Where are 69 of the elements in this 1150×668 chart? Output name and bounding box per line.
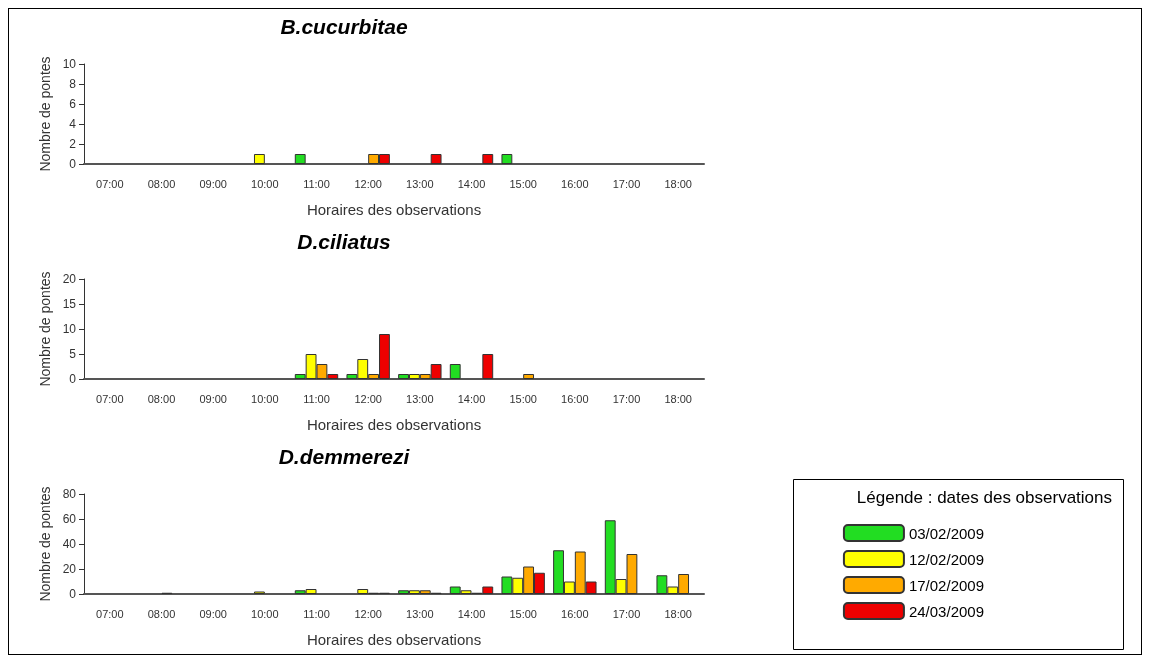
y-tick-label: 20 bbox=[62, 562, 77, 576]
x-tick-label: 15:00 bbox=[509, 607, 537, 620]
x-tick-label: 08:00 bbox=[147, 607, 176, 620]
y-tick-label: 20 bbox=[62, 272, 77, 286]
y-tick-label: 80 bbox=[62, 487, 77, 501]
x-tick-label: 13:00 bbox=[406, 607, 434, 620]
x-tick-label: 07:00 bbox=[96, 392, 124, 405]
y-tick-label: 10 bbox=[62, 57, 77, 71]
x-tick-label: 16:00 bbox=[561, 392, 589, 405]
x-tick-label: 18:00 bbox=[664, 607, 692, 620]
x-tick-label: 07:00 bbox=[96, 177, 124, 190]
x-tick-label: 07:00 bbox=[96, 607, 124, 620]
y-tick-label: 40 bbox=[62, 537, 77, 551]
x-tick-label: 11:00 bbox=[303, 177, 330, 190]
x-tick-label: 08:00 bbox=[147, 392, 176, 405]
x-tick-label: 15:00 bbox=[509, 392, 537, 405]
y-tick-label: 8 bbox=[69, 77, 77, 91]
bar bbox=[523, 374, 535, 379]
y-axis-title: Nombre de pontes bbox=[36, 56, 53, 172]
legend-title: Légende : dates des observations bbox=[856, 488, 1112, 507]
x-tick-label: 17:00 bbox=[612, 607, 641, 620]
x-tick-label: 17:00 bbox=[612, 177, 641, 190]
x-tick-label: 11:00 bbox=[303, 392, 330, 405]
y-tick-label: 4 bbox=[69, 117, 77, 131]
y-tick-label: 5 bbox=[69, 347, 77, 361]
y-tick-label: 2 bbox=[69, 137, 77, 151]
bar bbox=[482, 354, 494, 379]
x-tick-label: 14:00 bbox=[457, 177, 486, 190]
x-tick-label: 16:00 bbox=[561, 607, 589, 620]
y-tick-label: 60 bbox=[62, 512, 77, 526]
x-axis-title: Horaires des observations bbox=[306, 201, 482, 218]
x-tick-label: 10:00 bbox=[251, 607, 279, 620]
y-tick-label: 10 bbox=[62, 322, 77, 336]
x-tick-label: 12:00 bbox=[354, 177, 382, 190]
legend-label: 03/02/2009 bbox=[908, 524, 984, 542]
x-tick-label: 14:00 bbox=[457, 392, 486, 405]
x-tick-label: 11:00 bbox=[303, 607, 330, 620]
chart-title: D.ciliatus bbox=[297, 230, 391, 253]
legend-label: 12/02/2009 bbox=[908, 550, 984, 568]
x-tick-label: 09:00 bbox=[199, 607, 227, 620]
x-tick-label: 18:00 bbox=[664, 392, 692, 405]
chart-title: D.demmerezi bbox=[278, 445, 411, 468]
x-tick-label: 16:00 bbox=[561, 177, 589, 190]
y-tick-label: 0 bbox=[69, 587, 77, 601]
x-tick-label: 09:00 bbox=[199, 392, 227, 405]
y-tick-label: 15 bbox=[62, 297, 77, 311]
x-tick-label: 10:00 bbox=[251, 177, 279, 190]
y-tick-label: 0 bbox=[69, 372, 77, 386]
x-tick-label: 13:00 bbox=[406, 392, 434, 405]
x-tick-label: 09:00 bbox=[199, 177, 227, 190]
x-tick-label: 12:00 bbox=[354, 392, 382, 405]
x-tick-label: 13:00 bbox=[406, 177, 434, 190]
bar bbox=[449, 364, 461, 379]
x-axis-title: Horaires des observations bbox=[306, 631, 482, 648]
x-tick-label: 10:00 bbox=[251, 392, 279, 405]
y-tick-label: 0 bbox=[69, 157, 77, 171]
y-axis-title: Nombre de pontes bbox=[36, 486, 53, 602]
legend-label: 17/02/2009 bbox=[908, 576, 984, 594]
x-tick-label: 15:00 bbox=[509, 177, 537, 190]
y-tick-label: 6 bbox=[69, 97, 77, 111]
chart-title: B.cucurbitae bbox=[280, 15, 408, 38]
x-tick-label: 17:00 bbox=[612, 392, 641, 405]
x-tick-label: 14:00 bbox=[457, 607, 486, 620]
x-axis-title: Horaires des observations bbox=[306, 416, 482, 433]
y-axis-title: Nombre de pontes bbox=[36, 271, 53, 387]
x-tick-label: 12:00 bbox=[354, 607, 382, 620]
x-tick-label: 18:00 bbox=[664, 177, 692, 190]
x-tick-label: 08:00 bbox=[147, 177, 176, 190]
legend-label: 24/03/2009 bbox=[908, 602, 984, 620]
